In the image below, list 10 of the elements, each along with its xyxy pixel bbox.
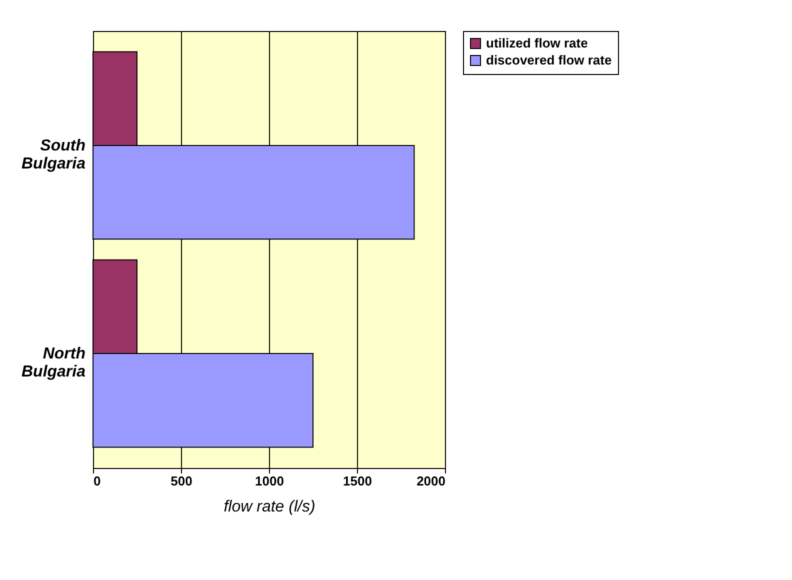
y-tick-label: North Bulgaria — [21, 346, 86, 381]
x-axis-title: flow rate (l/s) — [224, 498, 316, 516]
x-tick-label: 1500 — [343, 474, 372, 488]
x-tick-label: 2000 — [416, 474, 446, 488]
x-tick-label: 1000 — [255, 474, 284, 488]
y-tick-label: South Bulgaria — [21, 137, 86, 172]
legend-label: discovered flow rate — [486, 52, 612, 68]
legend-label: utilized flow rate — [486, 36, 588, 50]
x-tick-label: 500 — [170, 474, 192, 488]
x-tick-label: 0 — [94, 474, 101, 488]
